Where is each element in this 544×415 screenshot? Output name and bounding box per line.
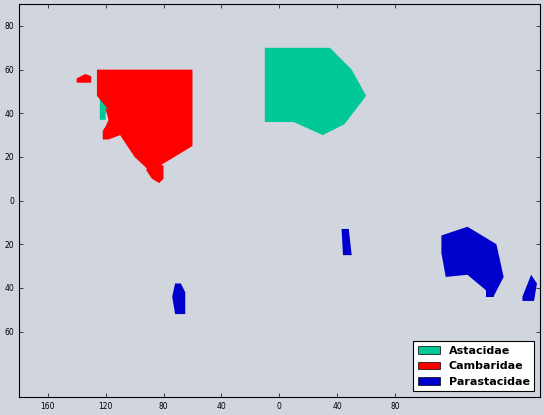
- Polygon shape: [77, 74, 91, 83]
- Polygon shape: [103, 109, 120, 139]
- Polygon shape: [97, 70, 193, 168]
- Polygon shape: [100, 94, 112, 120]
- Polygon shape: [441, 227, 504, 297]
- Polygon shape: [146, 161, 164, 183]
- Legend: Astacidae, Cambaridae, Parastacidae: Astacidae, Cambaridae, Parastacidae: [413, 342, 534, 391]
- Polygon shape: [342, 229, 351, 255]
- Polygon shape: [486, 288, 493, 297]
- Polygon shape: [522, 275, 537, 301]
- Polygon shape: [172, 283, 185, 314]
- Polygon shape: [265, 48, 366, 135]
